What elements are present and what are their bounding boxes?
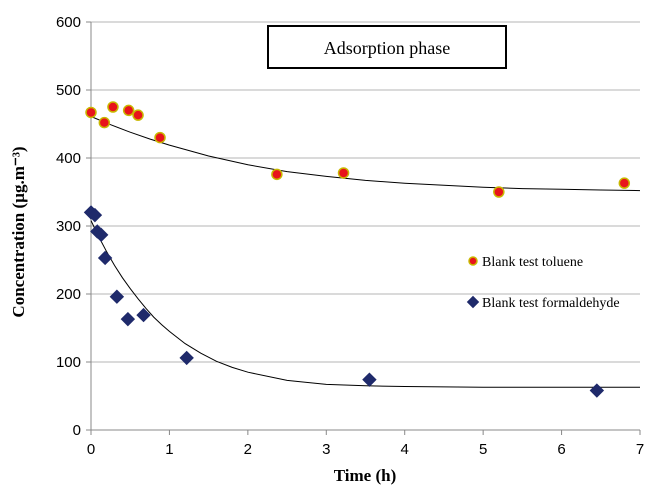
toluene-point: [618, 177, 631, 189]
toluene-point: [132, 109, 144, 121]
formaldehyde-point: [179, 350, 194, 366]
x-tick-label: 3: [322, 441, 330, 458]
toluene-fit-curve: [90, 116, 641, 192]
toluene-point: [337, 167, 350, 179]
y-tick-label: 100: [56, 354, 81, 371]
toluene-point: [154, 131, 166, 144]
legend-marker-formaldehyde: [466, 295, 480, 309]
x-tick-label: 4: [401, 441, 409, 458]
y-tick-label: 500: [56, 82, 81, 99]
y-tick-label: 400: [56, 150, 81, 167]
x-tick-label: 0: [87, 441, 95, 458]
x-axis-title: Time (h): [334, 466, 397, 485]
legend-marker-toluene: [468, 256, 478, 266]
point-layer: [83, 101, 631, 398]
grid-layer: [91, 21, 640, 363]
y-tick-label: 600: [56, 14, 81, 31]
formaldehyde-point: [589, 383, 605, 398]
annotation-box: Adsorption phase: [267, 25, 507, 69]
formaldehyde-point: [136, 307, 151, 323]
toluene-point: [107, 101, 119, 113]
x-tick-label: 6: [557, 441, 565, 458]
toluene-point: [493, 186, 505, 198]
legend-label-formaldehyde: Blank test formaldehyde: [482, 296, 620, 311]
toluene-point: [85, 106, 97, 119]
toluene-point: [122, 104, 135, 117]
y-axis-title: Concentration (µg.m⁻³): [9, 146, 28, 317]
formaldehyde-point: [120, 311, 136, 327]
formaldehyde-point: [87, 207, 103, 223]
toluene-point: [98, 116, 111, 129]
legend-label-toluene: Blank test toluene: [482, 255, 583, 270]
formaldehyde-point: [362, 372, 377, 387]
y-tick-label: 0: [73, 422, 81, 439]
x-tick-label: 1: [165, 441, 173, 458]
legend: Blank test toluene Blank test formaldehyd…: [466, 255, 620, 311]
formaldehyde-point: [109, 289, 125, 304]
axis-layer: 0 100 200 300 400 500 600 0 1 2 3 4 5 6 7: [56, 14, 644, 458]
x-tick-label: 7: [636, 441, 644, 458]
fit-layer: [90, 116, 641, 388]
formaldehyde-point: [93, 227, 109, 243]
toluene-point: [271, 168, 283, 181]
formaldehyde-fit-curve: [90, 220, 640, 388]
formaldehyde-point: [97, 250, 113, 266]
x-tick-label: 5: [479, 441, 487, 458]
annotation-label: Adsorption phase: [324, 38, 450, 58]
y-tick-label: 200: [56, 286, 81, 303]
x-tick-label: 2: [244, 441, 252, 458]
y-tick-label: 300: [56, 218, 81, 235]
